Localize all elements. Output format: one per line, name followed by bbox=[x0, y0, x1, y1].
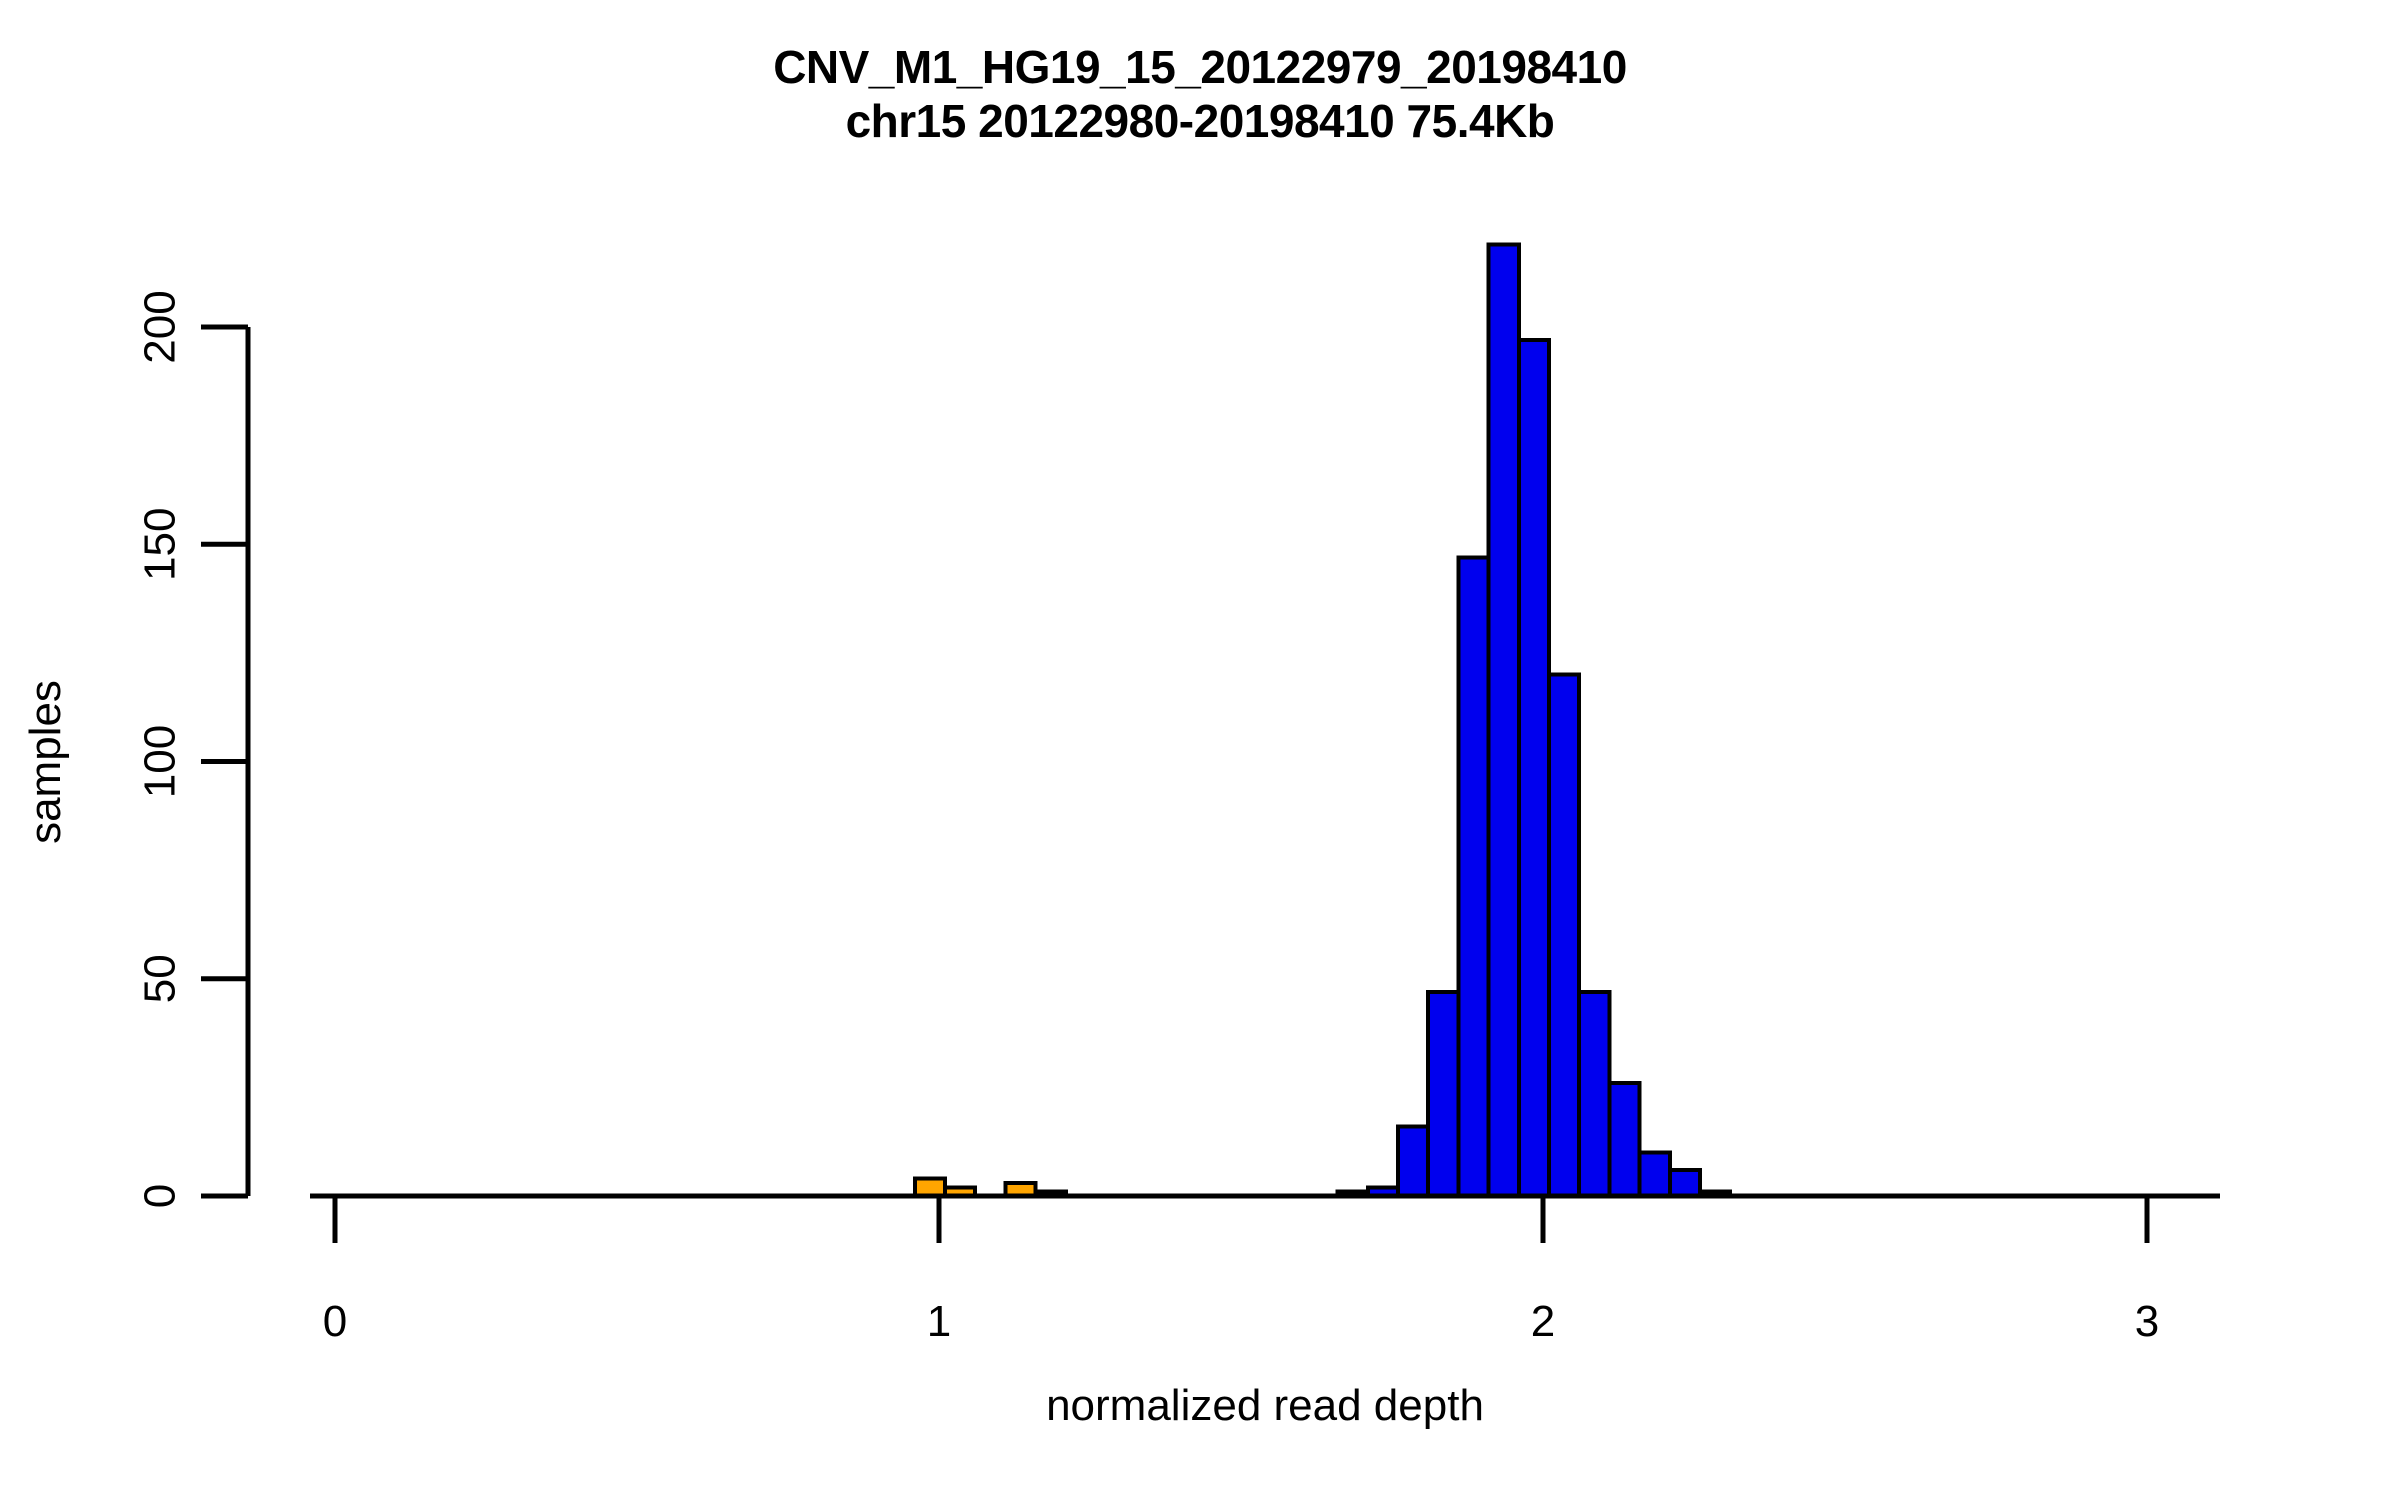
y-tick-label: 100 bbox=[136, 725, 185, 798]
x-tick-label: 3 bbox=[2135, 1297, 2159, 1346]
histogram-bar bbox=[1486, 242, 1521, 1198]
chart-title-line-1: CNV_M1_HG19_15_20122979_20198410 bbox=[773, 41, 1627, 93]
x-tick-label: 0 bbox=[323, 1297, 347, 1346]
chart-title: CNV_M1_HG19_15_20122979_20198410 chr15 2… bbox=[0, 40, 2400, 149]
y-tick-label: 200 bbox=[136, 290, 185, 363]
histogram-bar bbox=[1607, 1081, 1642, 1199]
histogram-bars bbox=[912, 242, 1733, 1199]
histogram-bar bbox=[1547, 672, 1582, 1198]
histogram-bar bbox=[1396, 1124, 1431, 1198]
y-tick-label: 0 bbox=[136, 1184, 185, 1208]
chart-title-line-2: chr15 20122980-20198410 75.4Kb bbox=[845, 95, 1555, 148]
histogram-bar bbox=[1456, 555, 1491, 1198]
y-axis-ticks: 0 50 100 150 200 bbox=[136, 290, 248, 1208]
x-tick-label: 2 bbox=[1531, 1297, 1555, 1346]
histogram-bar bbox=[1577, 989, 1612, 1198]
histogram-bar bbox=[1516, 338, 1552, 1199]
histogram-bar bbox=[1667, 1167, 1703, 1199]
y-tick-label: 50 bbox=[136, 954, 185, 1003]
x-tick-label: 1 bbox=[927, 1297, 951, 1346]
histogram-bar bbox=[1426, 989, 1461, 1198]
x-axis-ticks: 0 1 2 3 bbox=[323, 1196, 2159, 1346]
x-axis-title: normalized read depth bbox=[1046, 1381, 1484, 1430]
histogram-bar bbox=[1637, 1150, 1672, 1199]
histogram-bar bbox=[912, 1176, 948, 1198]
y-tick-label: 150 bbox=[136, 508, 185, 581]
y-axis-title: samples bbox=[21, 680, 70, 844]
